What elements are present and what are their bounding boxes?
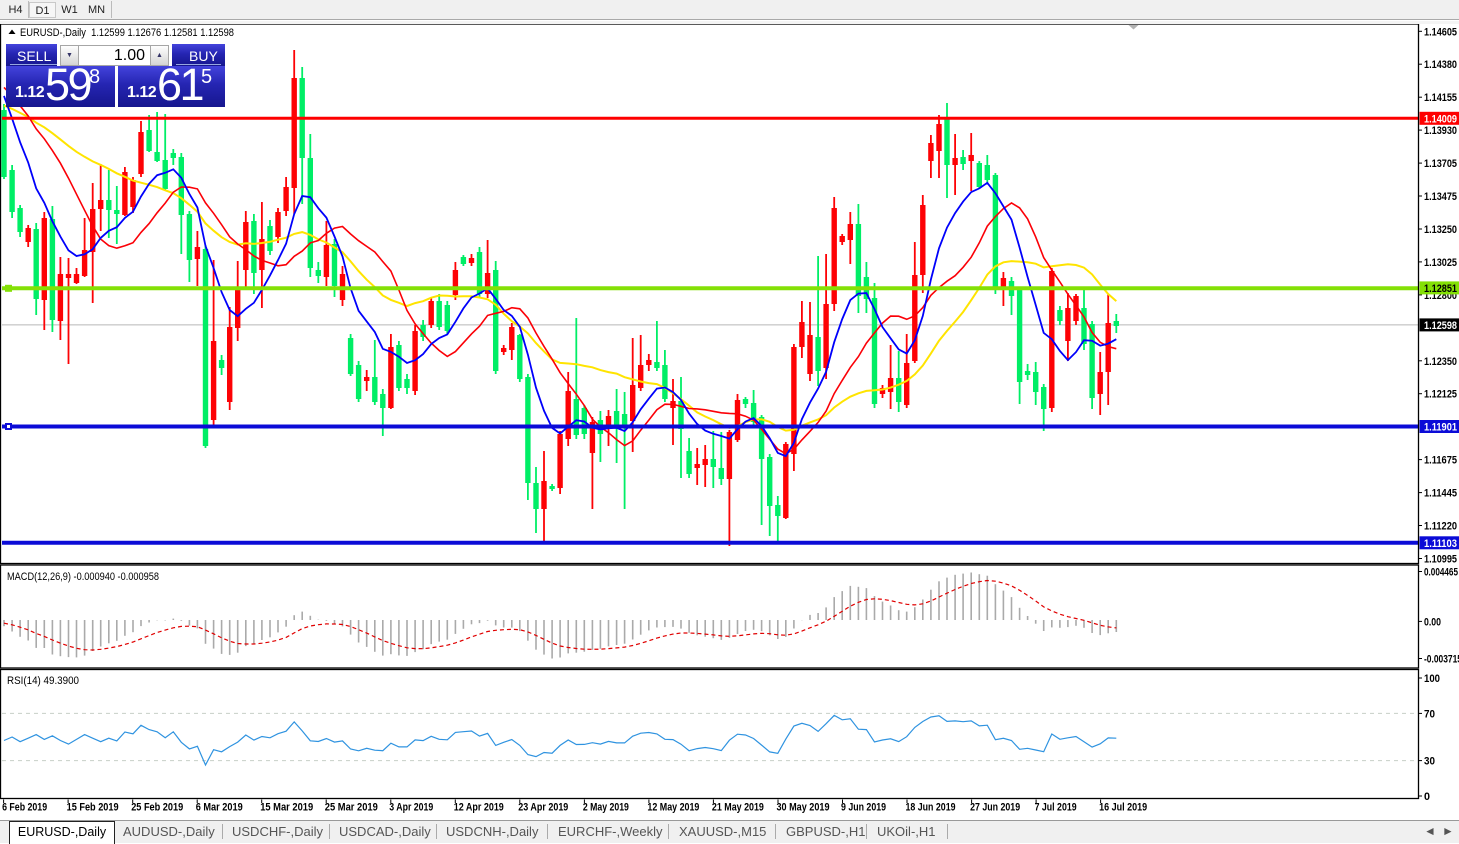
svg-text:1.12598: 1.12598 [1424,320,1457,332]
svg-text:30 May 2019: 30 May 2019 [777,802,830,814]
svg-text:15 Feb 2019: 15 Feb 2019 [67,802,119,814]
svg-text:27 Jun 2019: 27 Jun 2019 [970,802,1020,814]
svg-text:16 Jul 2019: 16 Jul 2019 [1099,802,1147,814]
svg-text:1.13025: 1.13025 [1424,257,1457,269]
svg-text:0: 0 [1424,791,1430,803]
svg-text:30: 30 [1424,756,1435,768]
svg-text:1.10995: 1.10995 [1424,554,1457,566]
svg-text:6 Feb 2019: 6 Feb 2019 [2,802,47,814]
svg-text:7 Jul 2019: 7 Jul 2019 [1035,802,1077,814]
svg-text:1.11901: 1.11901 [1424,422,1457,434]
svg-text:1.11445: 1.11445 [1424,488,1457,500]
svg-text:18 Jun 2019: 18 Jun 2019 [906,802,956,814]
svg-text:EURUSD-,Daily 1.12599 1.12676: EURUSD-,Daily 1.12599 1.12676 1.12581 1.… [20,27,234,39]
svg-text:21 May 2019: 21 May 2019 [712,802,764,814]
svg-text:1.11675: 1.11675 [1424,455,1457,467]
svg-text:1.13930: 1.13930 [1424,125,1457,137]
svg-text:3 Apr 2019: 3 Apr 2019 [389,802,433,814]
svg-text:MACD(12,26,9) -0.000940 -0.000: MACD(12,26,9) -0.000940 -0.000958 [7,571,159,583]
svg-text:1.13250: 1.13250 [1424,224,1457,236]
svg-text:1.12851: 1.12851 [1424,283,1457,295]
svg-text:1.12350: 1.12350 [1424,356,1457,368]
svg-text:1.11103: 1.11103 [1424,538,1457,550]
svg-text:0.00: 0.00 [1424,616,1441,628]
svg-text:6 Mar 2019: 6 Mar 2019 [196,802,243,814]
svg-text:15 Mar 2019: 15 Mar 2019 [260,802,313,814]
svg-text:1.14605: 1.14605 [1424,26,1457,38]
svg-text:0.004465: 0.004465 [1424,567,1458,579]
svg-text:70: 70 [1424,708,1435,720]
svg-text:1.13705: 1.13705 [1424,158,1457,170]
svg-text:-0.003715: -0.003715 [1424,654,1459,666]
svg-text:1.14009: 1.14009 [1424,114,1457,126]
svg-text:1.11220: 1.11220 [1424,521,1457,533]
svg-text:25 Mar 2019: 25 Mar 2019 [325,802,378,814]
svg-text:1.12125: 1.12125 [1424,389,1457,401]
svg-text:25 Feb 2019: 25 Feb 2019 [131,802,183,814]
svg-text:1.13475: 1.13475 [1424,191,1457,203]
svg-text:1.14380: 1.14380 [1424,59,1457,71]
svg-text:1.14155: 1.14155 [1424,92,1457,104]
svg-text:2 May 2019: 2 May 2019 [583,802,629,814]
svg-text:9 Jun 2019: 9 Jun 2019 [841,802,886,814]
svg-text:RSI(14) 49.3900: RSI(14) 49.3900 [7,675,79,687]
svg-text:12 May 2019: 12 May 2019 [647,802,699,814]
svg-text:23 Apr 2019: 23 Apr 2019 [518,802,568,814]
svg-text:100: 100 [1424,673,1440,685]
svg-text:12 Apr 2019: 12 Apr 2019 [454,802,504,814]
